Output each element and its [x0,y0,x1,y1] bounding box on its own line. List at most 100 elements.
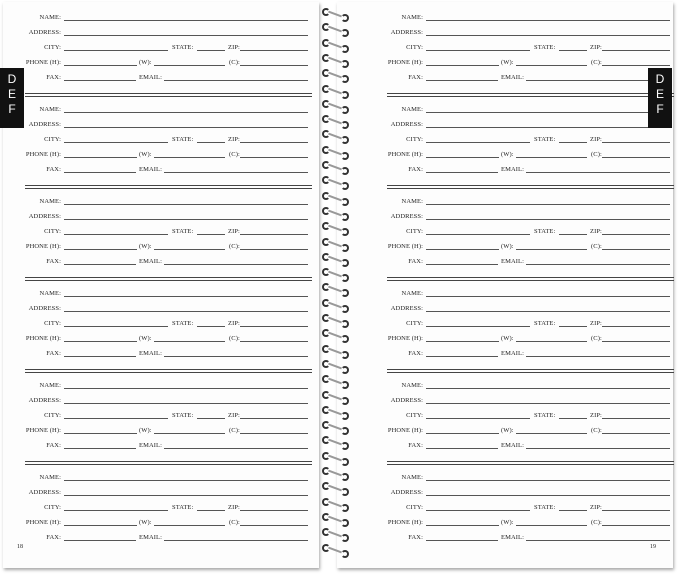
fax-field[interactable] [426,80,498,81]
phone-home-field[interactable] [64,525,137,526]
address-field[interactable] [426,403,670,404]
phone-home-field[interactable] [64,157,137,158]
phone-cell-field[interactable] [240,433,308,434]
email-field[interactable] [526,80,670,81]
phone-work-field[interactable] [154,525,225,526]
zip-field[interactable] [602,510,670,511]
fax-field[interactable] [64,264,136,265]
email-field[interactable] [526,448,670,449]
address-field[interactable] [64,403,308,404]
phone-cell-field[interactable] [240,157,308,158]
zip-field[interactable] [602,234,670,235]
address-field[interactable] [426,495,670,496]
phone-work-field[interactable] [516,525,587,526]
name-field[interactable] [426,480,670,481]
email-field[interactable] [164,172,308,173]
state-field[interactable] [197,510,225,511]
zip-field[interactable] [240,418,308,419]
address-field[interactable] [64,495,308,496]
phone-work-field[interactable] [516,433,587,434]
name-field[interactable] [426,20,670,21]
phone-work-field[interactable] [154,341,225,342]
name-field[interactable] [426,296,670,297]
zip-field[interactable] [240,326,308,327]
name-field[interactable] [64,388,308,389]
zip-field[interactable] [240,234,308,235]
phone-cell-field[interactable] [602,433,670,434]
name-field[interactable] [426,388,670,389]
zip-field[interactable] [240,510,308,511]
address-field[interactable] [64,35,308,36]
state-field[interactable] [197,142,225,143]
address-field[interactable] [64,311,308,312]
fax-field[interactable] [64,448,136,449]
zip-field[interactable] [602,418,670,419]
phone-cell-field[interactable] [602,525,670,526]
phone-work-field[interactable] [516,249,587,250]
phone-home-field[interactable] [426,341,499,342]
name-field[interactable] [64,204,308,205]
email-field[interactable] [526,172,670,173]
phone-cell-field[interactable] [602,65,670,66]
phone-home-field[interactable] [426,525,499,526]
phone-work-field[interactable] [154,65,225,66]
state-field[interactable] [559,326,587,327]
email-field[interactable] [526,264,670,265]
state-field[interactable] [559,50,587,51]
tab-def[interactable]: DEF [0,68,24,128]
phone-cell-field[interactable] [240,525,308,526]
zip-field[interactable] [602,326,670,327]
zip-field[interactable] [240,142,308,143]
phone-work-field[interactable] [516,341,587,342]
state-field[interactable] [197,50,225,51]
phone-home-field[interactable] [64,65,137,66]
city-field[interactable] [426,418,530,419]
phone-home-field[interactable] [64,433,137,434]
name-field[interactable] [64,296,308,297]
fax-field[interactable] [426,356,498,357]
state-field[interactable] [197,234,225,235]
address-field[interactable] [426,219,670,220]
name-field[interactable] [64,112,308,113]
phone-cell-field[interactable] [240,65,308,66]
city-field[interactable] [64,418,168,419]
phone-cell-field[interactable] [240,341,308,342]
state-field[interactable] [559,142,587,143]
fax-field[interactable] [64,80,136,81]
name-field[interactable] [64,480,308,481]
city-field[interactable] [426,142,530,143]
fax-field[interactable] [426,540,498,541]
state-field[interactable] [559,418,587,419]
city-field[interactable] [64,510,168,511]
state-field[interactable] [197,418,225,419]
phone-cell-field[interactable] [602,157,670,158]
email-field[interactable] [526,356,670,357]
address-field[interactable] [426,35,670,36]
phone-home-field[interactable] [426,249,499,250]
phone-home-field[interactable] [426,433,499,434]
city-field[interactable] [64,234,168,235]
city-field[interactable] [426,234,530,235]
city-field[interactable] [426,50,530,51]
zip-field[interactable] [240,50,308,51]
city-field[interactable] [426,510,530,511]
phone-home-field[interactable] [426,65,499,66]
city-field[interactable] [64,326,168,327]
state-field[interactable] [559,510,587,511]
address-field[interactable] [426,311,670,312]
email-field[interactable] [164,448,308,449]
name-field[interactable] [64,20,308,21]
zip-field[interactable] [602,142,670,143]
phone-home-field[interactable] [64,249,137,250]
fax-field[interactable] [64,172,136,173]
email-field[interactable] [164,540,308,541]
name-field[interactable] [426,112,670,113]
city-field[interactable] [64,50,168,51]
state-field[interactable] [197,326,225,327]
city-field[interactable] [64,142,168,143]
zip-field[interactable] [602,50,670,51]
address-field[interactable] [64,127,308,128]
phone-home-field[interactable] [426,157,499,158]
phone-work-field[interactable] [154,433,225,434]
city-field[interactable] [426,326,530,327]
